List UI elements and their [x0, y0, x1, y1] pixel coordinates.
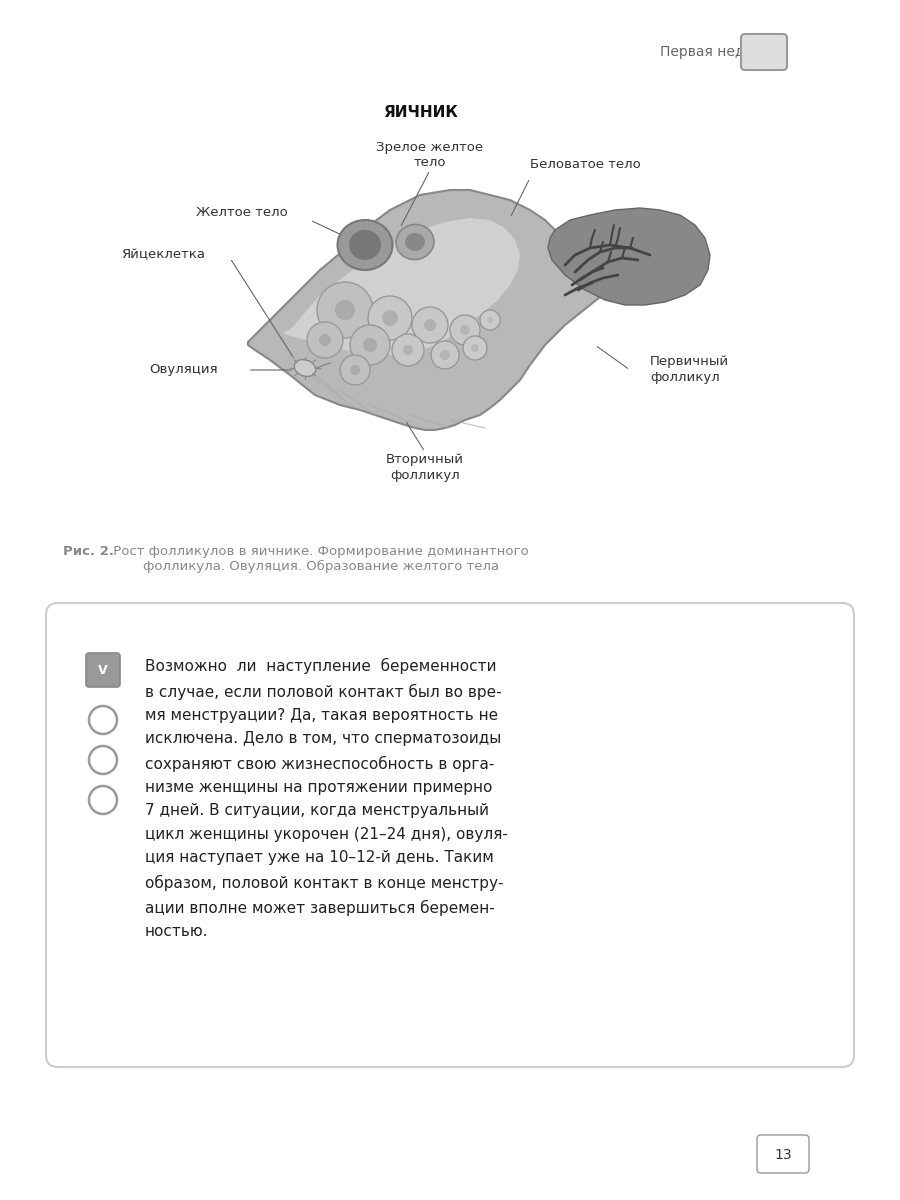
Circle shape — [450, 314, 480, 346]
Text: Яйцеклетка: Яйцеклетка — [121, 248, 205, 262]
Text: V: V — [760, 46, 769, 59]
Circle shape — [89, 786, 117, 814]
Ellipse shape — [349, 230, 381, 260]
Circle shape — [307, 322, 343, 358]
Text: Рост фолликулов в яичнике. Формирование доминантного
        фолликула. Овуляция: Рост фолликулов в яичнике. Формирование … — [109, 545, 529, 574]
Text: Рис. 2.: Рис. 2. — [63, 545, 114, 558]
Ellipse shape — [338, 220, 392, 270]
Circle shape — [412, 307, 448, 343]
Circle shape — [440, 350, 450, 360]
Ellipse shape — [396, 224, 434, 259]
Circle shape — [382, 310, 398, 326]
FancyBboxPatch shape — [757, 1135, 809, 1174]
Circle shape — [89, 746, 117, 774]
Circle shape — [317, 282, 373, 338]
Circle shape — [363, 338, 377, 352]
Text: ЯИЧНИК: ЯИЧНИК — [382, 104, 457, 120]
Text: Желтое тело: Желтое тело — [196, 206, 288, 220]
Ellipse shape — [405, 233, 425, 251]
Circle shape — [319, 334, 331, 346]
Circle shape — [463, 336, 487, 360]
Text: Овуляция: Овуляция — [149, 364, 218, 377]
Circle shape — [89, 706, 117, 734]
Text: Вторичный
фолликул: Вторичный фолликул — [386, 454, 464, 482]
Polygon shape — [283, 218, 520, 355]
Circle shape — [350, 365, 360, 374]
Text: V: V — [98, 664, 108, 677]
Polygon shape — [248, 190, 660, 430]
Text: Беловатое тело: Беловатое тело — [530, 158, 641, 172]
Text: Зрелое желтое
тело: Зрелое желтое тело — [376, 140, 483, 169]
Circle shape — [424, 319, 436, 331]
Circle shape — [403, 346, 413, 355]
Circle shape — [350, 325, 390, 365]
Circle shape — [335, 300, 355, 320]
Circle shape — [480, 310, 500, 330]
Text: Первичный
фолликул: Первичный фолликул — [650, 355, 729, 384]
Circle shape — [460, 325, 470, 335]
Circle shape — [340, 355, 370, 385]
Circle shape — [368, 296, 412, 340]
Circle shape — [487, 317, 493, 323]
Text: Возможно  ли  наступление  беременности
в случае, если половой контакт был во вр: Возможно ли наступление беременности в с… — [145, 658, 508, 940]
Circle shape — [392, 334, 424, 366]
Circle shape — [431, 341, 459, 370]
Text: 13: 13 — [774, 1148, 792, 1162]
Ellipse shape — [294, 360, 316, 377]
Text: Первая неделя: Первая неделя — [660, 44, 770, 59]
FancyBboxPatch shape — [86, 653, 120, 686]
Circle shape — [471, 344, 479, 352]
FancyBboxPatch shape — [46, 602, 854, 1067]
Polygon shape — [548, 208, 710, 305]
FancyBboxPatch shape — [741, 34, 787, 70]
